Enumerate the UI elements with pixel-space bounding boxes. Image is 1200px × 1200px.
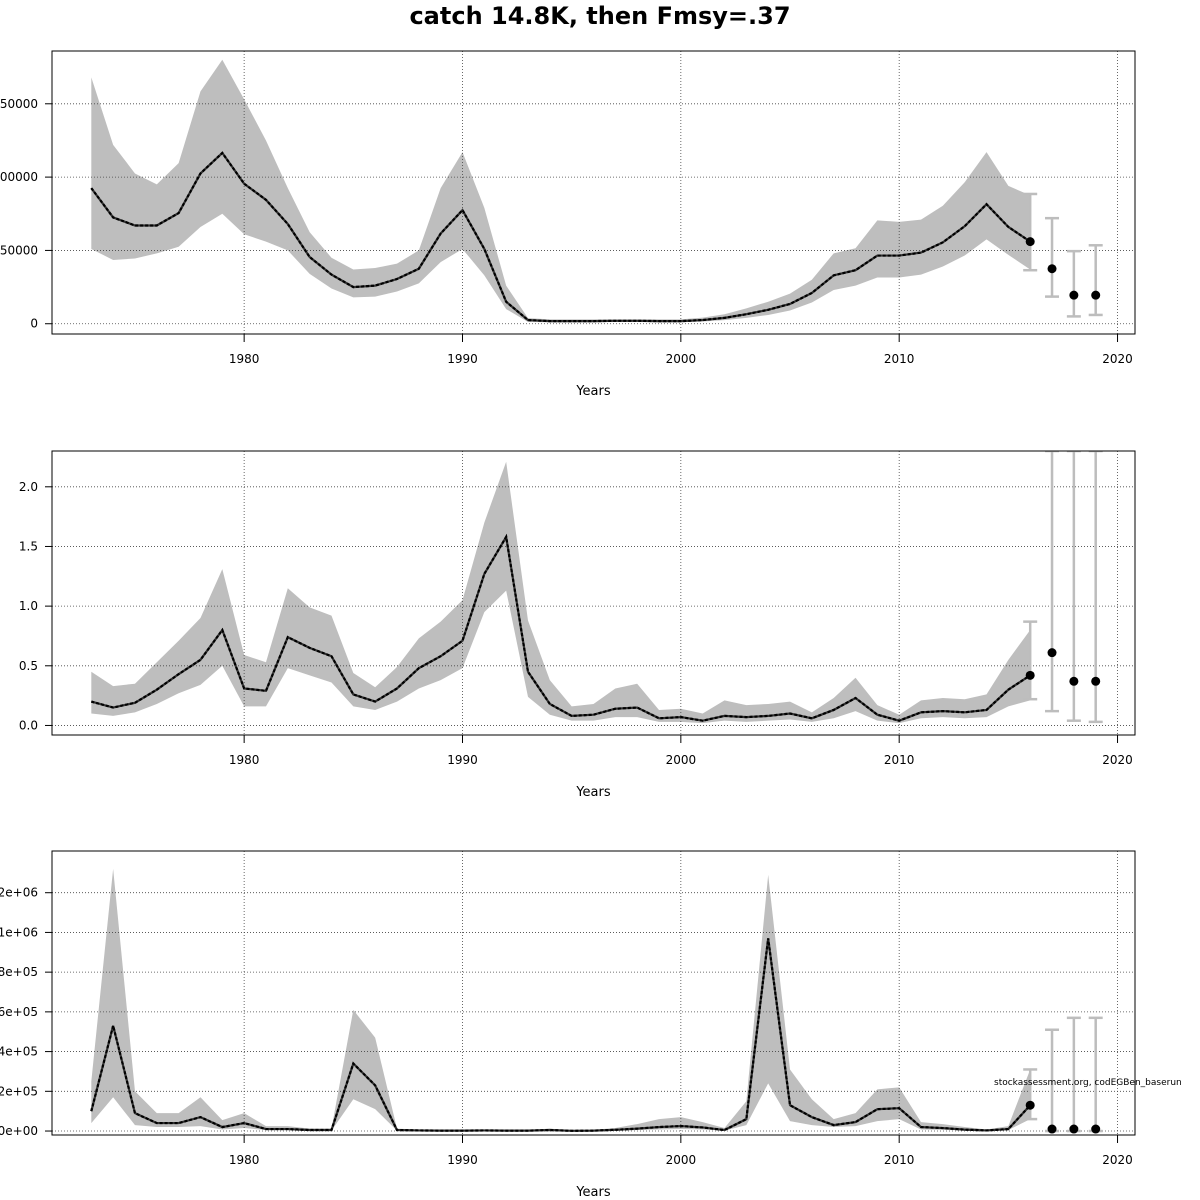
y-tick-label: 150000 [0,97,38,111]
panel-recruitment: 1980 1990 2000 2010 2020 Years 0e+00 2e+05 4e+05… [0,850,1136,1200]
projection-point [1091,676,1101,686]
confidence-band [91,461,1031,724]
projection-point [1091,290,1101,300]
plot-area [52,51,1135,334]
projection-point [1047,648,1057,658]
y-tick-label: 8e+05 [0,965,38,979]
y-tick-label: 2.0 [19,480,38,494]
plot-area [52,851,1135,1135]
projection-point [1025,237,1035,247]
projection-point [1069,676,1079,686]
x-tick-label: 2020 [1102,1153,1133,1167]
y-tick-label: 6e+05 [0,1005,38,1019]
estimate-line-dashes [90,151,1031,323]
projection-point [1025,1100,1035,1110]
plot-frame [51,850,1136,1136]
y-tick-label: 0.5 [19,659,38,673]
x-tick-label: 1990 [447,352,478,366]
x-tick-label: 2010 [884,352,915,366]
x-tick-label: 2000 [666,352,697,366]
x-tick-label: 1990 [447,753,478,767]
x-axis-label: Years [575,785,611,800]
confidence-band [91,59,1031,323]
projection-point [1025,670,1035,680]
x-tick-label: 1980 [229,753,260,767]
projection-point [1091,1124,1101,1134]
x-tick-label: 2000 [666,1153,697,1167]
x-tick-label: 1990 [447,1153,478,1167]
projection-point [1069,1124,1079,1134]
chart-title: catch 14.8K, then Fmsy=.37 [409,2,790,30]
projection-point [1047,264,1057,274]
x-tick-label: 2010 [884,1153,915,1167]
projection-point [1047,1124,1057,1134]
x-tick-label: 2020 [1102,753,1133,767]
x-tick-label: 2000 [666,753,697,767]
source-annotation: stockassessment.org, codEGBen_baserun [994,1078,1182,1088]
y-tick-label: 0e+00 [0,1124,38,1138]
x-tick-label: 2010 [884,753,915,767]
estimate-line-dashes [90,938,1032,1132]
panel-ssb: 1980 1990 2000 2010 2020 Years 0 50000 100000 150… [0,50,1136,399]
projection-point [1069,290,1079,300]
y-tick-label: 4e+05 [0,1045,38,1059]
x-tick-label: 2020 [1102,352,1133,366]
y-tick-label: 50000 [0,243,38,257]
y-tick-label: 0.0 [19,718,38,732]
y-tick-label: 2e+05 [0,1084,38,1098]
y-tick-label: 100000 [0,170,38,184]
x-axis-label: Years [575,1185,611,1200]
y-tick-label: 1e+06 [0,925,38,939]
plot-area [52,451,1135,735]
x-tick-label: 1980 [229,1153,260,1167]
x-axis-label: Years [575,384,611,399]
y-tick-label: 1.2e+06 [0,886,38,900]
panel-fishing-mortality: 1980 1990 2000 2010 2020 Years 0.0 0.5 1.0 1.5 2.0 [19,450,1136,800]
estimate-line-dashes [91,533,1031,722]
x-tick-label: 1980 [229,352,260,366]
y-tick-label: 0 [30,317,38,331]
y-tick-label: 1.0 [19,599,38,613]
y-tick-label: 1.5 [19,539,38,553]
